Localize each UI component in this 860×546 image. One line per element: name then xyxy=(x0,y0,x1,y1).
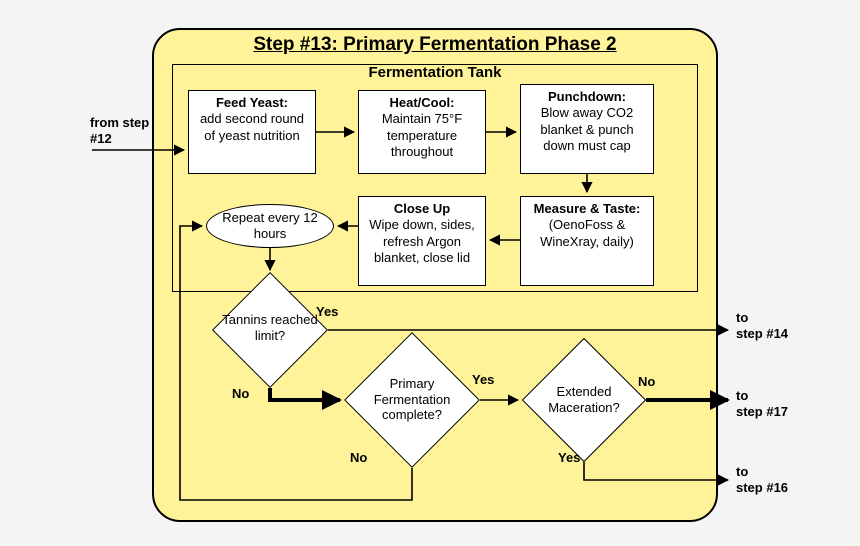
node-punchdown: Punchdown: Blow away CO2 blanket & punch… xyxy=(520,84,654,174)
node-body: Tannins reached limit? xyxy=(215,312,325,343)
node-title: Punchdown: xyxy=(548,89,626,104)
external-label-to17: to step #17 xyxy=(736,388,788,419)
node-feed-yeast: Feed Yeast: add second round of yeast nu… xyxy=(188,90,316,174)
node-body: Extended Maceration? xyxy=(528,384,640,415)
label-text: step #16 xyxy=(736,480,788,495)
edge-label-extended-no: No xyxy=(638,374,655,389)
node-title: Close Up xyxy=(394,201,450,216)
edge-label-tannins-no: No xyxy=(232,386,249,401)
label-text: to xyxy=(736,388,748,403)
node-body: Maintain 75°F temperature throughout xyxy=(382,111,462,159)
external-label-to16: to step #16 xyxy=(736,464,788,495)
node-measure: Measure & Taste: (OenoFoss & WineXray, d… xyxy=(520,196,654,286)
node-repeat: Repeat every 12 hours xyxy=(206,204,334,248)
label-text: to xyxy=(736,310,748,325)
node-heat-cool: Heat/Cool: Maintain 75°F temperature thr… xyxy=(358,90,486,174)
canvas: from step #12 to step #14 to step #17 to… xyxy=(0,0,860,546)
edge-label-tannins-yes: Yes xyxy=(316,304,338,319)
external-label-to14: to step #14 xyxy=(736,310,788,341)
panel-title: Step #13: Primary Fermentation Phase 2 xyxy=(154,34,716,56)
label-text: step #14 xyxy=(736,326,788,341)
node-body: Blow away CO2 blanket & punch down must … xyxy=(540,105,633,153)
label-text: step #17 xyxy=(736,404,788,419)
edge-label-primary-no: No xyxy=(350,450,367,465)
node-close-up: Close Up Wipe down, sides, refresh Argon… xyxy=(358,196,486,286)
node-title: Measure & Taste: xyxy=(534,201,641,216)
node-title: Heat/Cool: xyxy=(390,95,455,110)
edge-label-extended-yes: Yes xyxy=(558,450,580,465)
external-label-from: from step #12 xyxy=(90,115,149,146)
edge-label-primary-yes: Yes xyxy=(472,372,494,387)
label-text: to xyxy=(736,464,748,479)
label-text: #12 xyxy=(90,131,112,146)
node-body: Primary Fermentation complete? xyxy=(352,376,472,423)
node-body: Repeat every 12 hours xyxy=(217,210,323,241)
node-body: Wipe down, sides, refresh Argon blanket,… xyxy=(369,217,475,265)
label-text: from step xyxy=(90,115,149,130)
node-body: add second round of yeast nutrition xyxy=(200,111,304,142)
inner-panel-title: Fermentation Tank xyxy=(173,64,697,81)
node-body: (OenoFoss & WineXray, daily) xyxy=(540,217,634,248)
node-title: Feed Yeast: xyxy=(216,95,288,110)
